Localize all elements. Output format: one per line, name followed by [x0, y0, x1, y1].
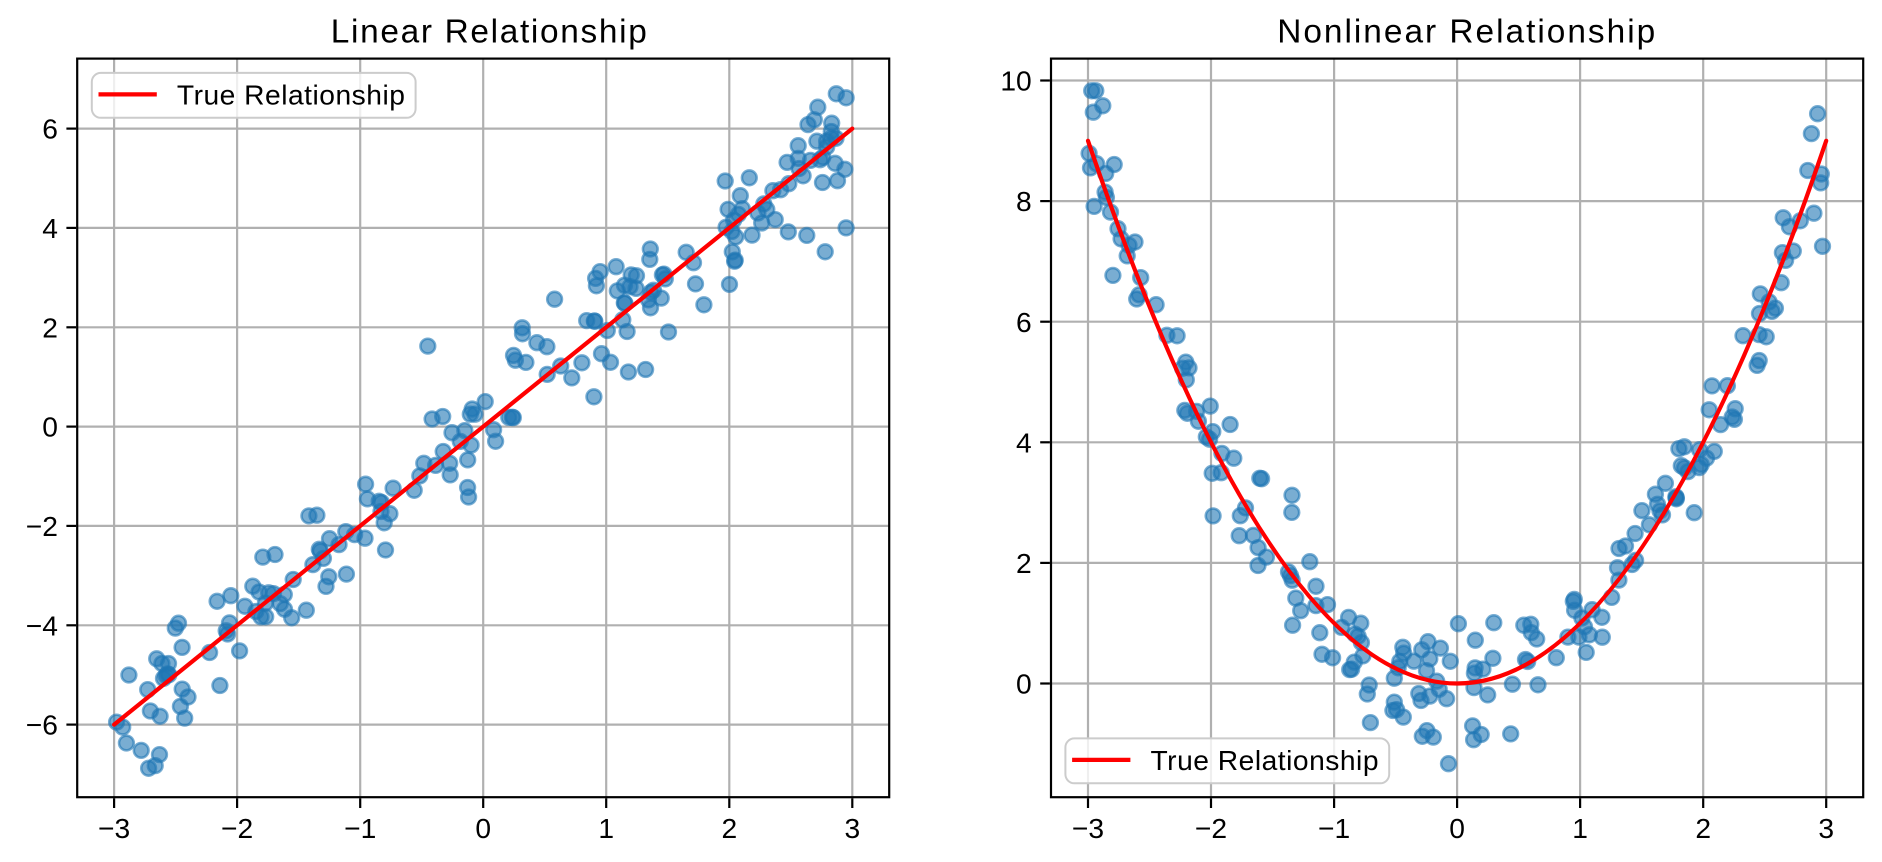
svg-text:Nonlinear Relationship: Nonlinear Relationship: [1277, 14, 1655, 51]
svg-text:2: 2: [1695, 812, 1711, 844]
svg-text:0: 0: [1449, 812, 1465, 844]
svg-text:0: 0: [1016, 668, 1032, 700]
svg-text:8: 8: [1016, 185, 1032, 217]
svg-text:3: 3: [844, 812, 860, 844]
svg-text:True Relationship: True Relationship: [177, 79, 405, 111]
svg-text:Linear Relationship: Linear Relationship: [331, 14, 647, 51]
svg-text:−1: −1: [344, 812, 376, 844]
svg-text:1: 1: [598, 812, 614, 844]
svg-text:−3: −3: [98, 812, 130, 844]
svg-text:4: 4: [1016, 426, 1032, 458]
svg-text:−2: −2: [221, 812, 253, 844]
svg-text:0: 0: [42, 411, 58, 443]
svg-text:10: 10: [1000, 65, 1031, 97]
svg-text:−6: −6: [26, 709, 58, 741]
svg-text:−2: −2: [1195, 812, 1227, 844]
svg-text:True Relationship: True Relationship: [1151, 744, 1379, 776]
svg-text:2: 2: [721, 812, 737, 844]
svg-text:−3: −3: [1072, 812, 1104, 844]
svg-text:6: 6: [1016, 306, 1032, 338]
svg-text:1: 1: [1572, 812, 1588, 844]
svg-text:−2: −2: [26, 510, 58, 542]
svg-text:4: 4: [42, 212, 58, 244]
svg-text:3: 3: [1818, 812, 1834, 844]
svg-text:0: 0: [475, 812, 491, 844]
svg-text:2: 2: [1016, 547, 1032, 579]
svg-text:6: 6: [42, 113, 58, 145]
svg-text:−4: −4: [26, 609, 58, 641]
svg-text:−1: −1: [1318, 812, 1350, 844]
svg-text:2: 2: [42, 311, 58, 343]
